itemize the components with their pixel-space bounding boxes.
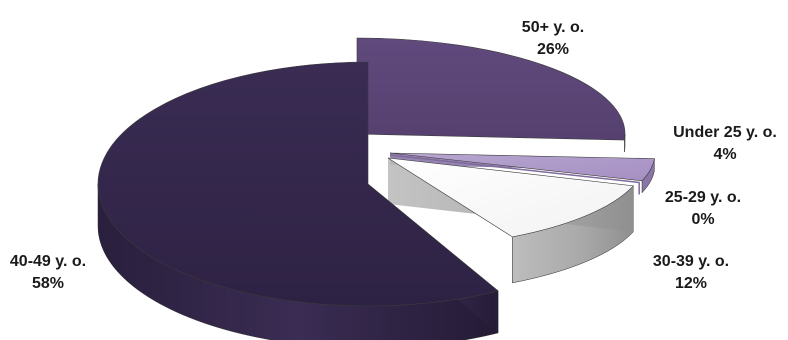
slice-top-under-25-y-o <box>389 152 655 182</box>
slice-50-y-o <box>356 37 626 153</box>
label-value-30-39-y-o: 12% <box>675 275 707 292</box>
label-category-25-29-y-o: 25-29 y. o. <box>665 189 741 206</box>
slice-top-50-y-o <box>356 37 626 141</box>
label-value-50-y-o: 26% <box>537 41 569 58</box>
slice-top-40-49-y-o <box>97 61 499 307</box>
slice-40-49-y-o <box>97 61 499 340</box>
label-value-under-25-y-o: 4% <box>713 146 736 163</box>
label-category-under-25-y-o: Under 25 y. o. <box>673 124 777 141</box>
slice-25-29-y-o <box>389 154 640 195</box>
label-category-50-y-o: 50+ y. o. <box>522 19 584 36</box>
label-value-40-49-y-o: 58% <box>32 275 64 292</box>
slice-30-39-y-o <box>387 157 634 284</box>
label-category-30-39-y-o: 30-39 y. o. <box>653 253 729 270</box>
label-value-25-29-y-o: 0% <box>691 211 714 228</box>
label-category-40-49-y-o: 40-49 y. o. <box>10 253 86 270</box>
slice-top-30-39-y-o <box>387 157 634 238</box>
